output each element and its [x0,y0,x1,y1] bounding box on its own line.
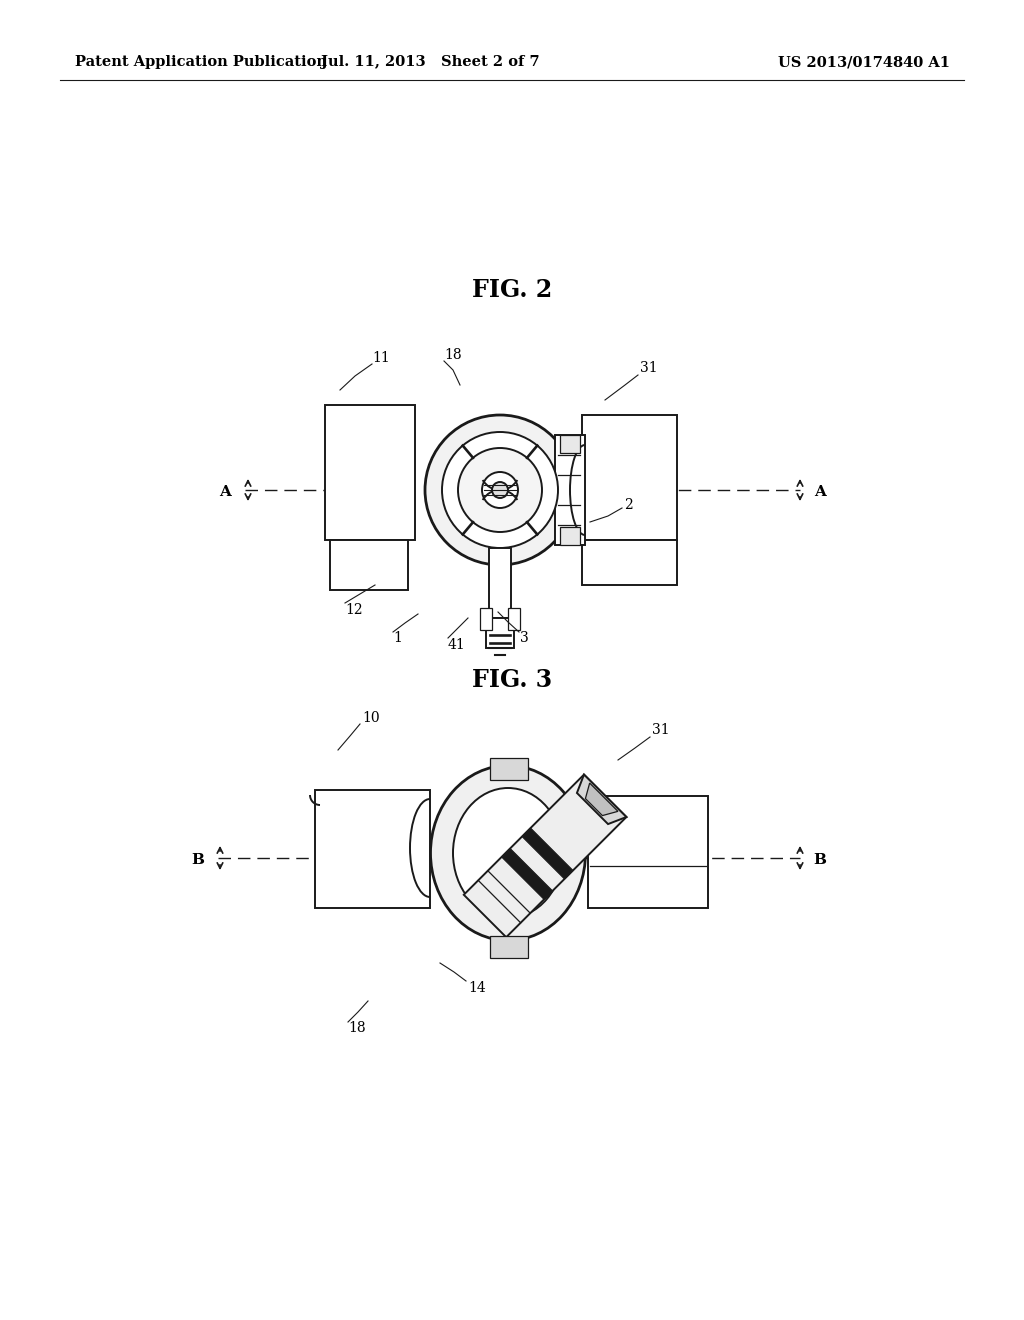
FancyBboxPatch shape [555,436,585,545]
Text: 41: 41 [449,638,466,652]
FancyBboxPatch shape [508,609,520,630]
FancyBboxPatch shape [560,527,580,545]
Polygon shape [577,775,627,824]
Polygon shape [464,775,627,937]
Text: 31: 31 [652,723,670,737]
FancyBboxPatch shape [560,436,580,453]
Text: B: B [813,853,826,867]
FancyBboxPatch shape [582,540,677,585]
Text: 3: 3 [520,631,528,645]
Text: 1: 1 [393,631,401,645]
FancyBboxPatch shape [582,414,677,540]
Text: 10: 10 [362,711,380,725]
Text: Patent Application Publication: Patent Application Publication [75,55,327,69]
Text: 18: 18 [348,1020,366,1035]
FancyBboxPatch shape [330,540,408,590]
FancyBboxPatch shape [588,796,708,908]
Polygon shape [522,828,573,879]
Text: A: A [219,484,231,499]
FancyBboxPatch shape [480,609,492,630]
Text: Jul. 11, 2013   Sheet 2 of 7: Jul. 11, 2013 Sheet 2 of 7 [321,55,540,69]
Circle shape [482,473,518,508]
Polygon shape [586,783,617,816]
Text: B: B [191,853,205,867]
FancyBboxPatch shape [490,758,528,780]
Circle shape [425,414,575,565]
Ellipse shape [453,788,563,917]
Text: US 2013/0174840 A1: US 2013/0174840 A1 [778,55,950,69]
FancyBboxPatch shape [490,936,528,958]
Text: 14: 14 [468,981,485,995]
FancyBboxPatch shape [489,548,511,618]
FancyBboxPatch shape [315,789,430,908]
Text: 31: 31 [640,360,657,375]
Text: 11: 11 [372,351,390,366]
Text: A: A [814,484,826,499]
Text: 2: 2 [624,498,633,512]
Text: 18: 18 [444,348,462,362]
Circle shape [442,432,558,548]
Circle shape [492,482,508,498]
FancyBboxPatch shape [325,405,415,540]
Text: FIG. 2: FIG. 2 [472,279,552,302]
Ellipse shape [430,766,586,940]
Text: 12: 12 [345,603,362,616]
Polygon shape [502,849,553,899]
Circle shape [458,447,542,532]
FancyBboxPatch shape [486,618,514,648]
Text: FIG. 3: FIG. 3 [472,668,552,692]
